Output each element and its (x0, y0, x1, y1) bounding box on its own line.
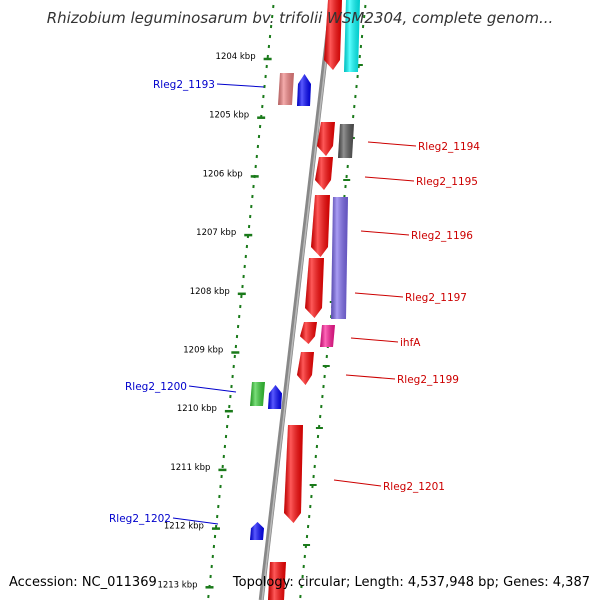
gene-label: Rleg2_1197 (405, 292, 467, 304)
gene-1194-gray-shade (338, 124, 354, 158)
gene-label: Rleg2_1194 (418, 141, 480, 153)
gene-1193 (297, 74, 311, 106)
gene-ihfa-shade (320, 325, 335, 347)
leader-line (368, 142, 416, 146)
gene-label: Rleg2_1193 (153, 79, 215, 91)
gene-1200-shade (268, 385, 282, 409)
scale-label: 1212 kbp (164, 522, 204, 532)
leader-line (365, 177, 414, 181)
accession-text: Accession: NC_011369 (9, 575, 157, 590)
gene-1195 (315, 157, 333, 190)
leader-line (217, 84, 264, 87)
gene-ihfa-red-shade (300, 322, 317, 344)
scale-label: 1205 kbp (209, 111, 249, 121)
leader-line (355, 293, 403, 297)
gene-1196-red (311, 195, 330, 257)
gene-ihfa-red (300, 322, 317, 344)
gene-1193-pink-shade (278, 73, 294, 105)
gene-1196-shade (331, 197, 348, 319)
leader-line (351, 338, 398, 342)
scale-label: 1209 kbp (183, 346, 223, 356)
leader-line (334, 480, 381, 486)
gene-1199-shade (297, 352, 314, 385)
leader-line (361, 231, 409, 235)
scale-label: 1210 kbp (177, 404, 217, 414)
scale-label: 1211 kbp (170, 463, 210, 473)
leader-line (346, 375, 395, 379)
page-title: Rhizobium leguminosarum bv. trifolii WSM… (0, 9, 600, 27)
gene-label: Rleg2_1196 (411, 230, 473, 242)
gene-1196-red-shade (311, 195, 330, 257)
gene-label: Rleg2_1195 (416, 176, 478, 188)
gene-ihfa (320, 325, 335, 347)
gene-1200 (268, 385, 282, 409)
scale-label: 1207 kbp (196, 228, 236, 238)
scale-ticks: 1204 kbp 1205 kbp 1206 kbp 1207 kbp 1208 kbp… (157, 52, 271, 590)
gene-features (250, 0, 360, 600)
scale-label: 1204 kbp (216, 52, 256, 62)
gene-label: Rleg2_1202 (109, 513, 171, 525)
leader-line (189, 386, 236, 392)
gene-label: Rleg2_1199 (397, 374, 459, 386)
gene-1200-green-shade (250, 382, 265, 406)
gene-1201 (284, 425, 303, 523)
gene-1196 (331, 197, 348, 319)
gene-1195-shade (315, 157, 333, 190)
scale-label: 1206 kbp (203, 169, 243, 179)
gene-1199 (297, 352, 314, 385)
scale-label: 1208 kbp (190, 287, 230, 297)
gene-1201-shade (284, 425, 303, 523)
gene-label: ihfA (400, 337, 421, 349)
gene-1202-shade (250, 522, 264, 540)
gene-1194-red-shade (317, 122, 335, 156)
gene-1197 (305, 258, 324, 318)
topology-text: Topology: circular; Length: 4,537,948 bp… (233, 575, 590, 590)
gene-1194-gray (338, 124, 354, 158)
scale-label: 1213 kbp (157, 580, 197, 590)
outer-dotted-ring (208, 5, 273, 598)
gene-1200-green (250, 382, 265, 406)
gene-1197-shade (305, 258, 324, 318)
gene-1194-red (317, 122, 335, 156)
gene-label: Rleg2_1201 (383, 481, 445, 493)
gene-1202 (250, 522, 264, 540)
gene-1193-pink (278, 73, 294, 105)
gene-1193-shade (297, 74, 311, 106)
gene-label: Rleg2_1200 (125, 381, 187, 393)
